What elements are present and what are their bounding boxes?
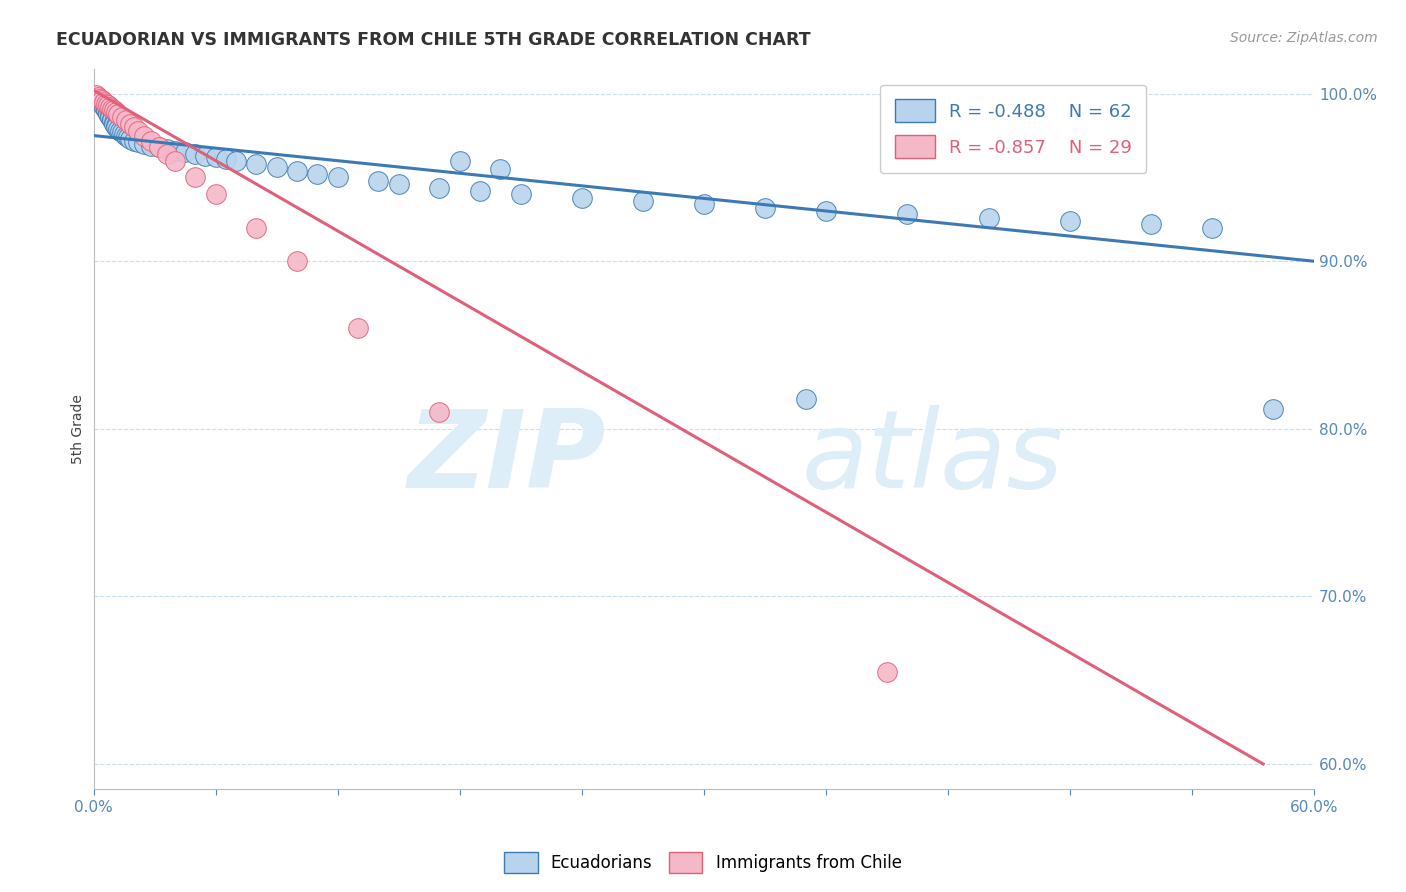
Point	[122, 134, 145, 148]
Point	[97, 107, 120, 121]
Point	[429, 405, 451, 419]
Point	[115, 128, 138, 143]
Point	[120, 117, 142, 131]
Text: Source: ZipAtlas.com: Source: ZipAtlas.com	[1230, 31, 1378, 45]
Point	[307, 167, 329, 181]
Point	[111, 125, 134, 139]
Point	[693, 197, 716, 211]
Point	[876, 665, 898, 679]
Point	[163, 144, 186, 158]
Point	[94, 96, 117, 111]
Point	[1263, 401, 1285, 416]
Point	[122, 120, 145, 135]
Point	[84, 88, 107, 103]
Point	[509, 187, 531, 202]
Point	[104, 119, 127, 133]
Point	[163, 153, 186, 168]
Point	[174, 145, 197, 160]
Point	[103, 103, 125, 118]
Point	[93, 98, 115, 112]
Point	[977, 211, 1000, 225]
Point	[103, 115, 125, 129]
Point	[139, 138, 162, 153]
Point	[225, 153, 247, 168]
Point	[156, 147, 179, 161]
Point	[107, 107, 129, 121]
Point	[101, 113, 124, 128]
Point	[103, 117, 125, 131]
Point	[86, 94, 108, 108]
Text: ZIP: ZIP	[408, 405, 606, 510]
Point	[814, 204, 837, 219]
Point	[89, 95, 111, 109]
Point	[104, 120, 127, 135]
Point	[94, 103, 117, 118]
Point	[388, 177, 411, 191]
Point	[90, 96, 112, 111]
Point	[449, 153, 471, 168]
Point	[97, 98, 120, 112]
Point	[148, 140, 170, 154]
Point	[429, 180, 451, 194]
Point	[115, 113, 138, 128]
Point	[1059, 214, 1081, 228]
Point	[347, 321, 370, 335]
Point	[468, 184, 491, 198]
Legend: R = -0.488    N = 62, R = -0.857    N = 29: R = -0.488 N = 62, R = -0.857 N = 29	[880, 85, 1146, 173]
Point	[98, 110, 121, 124]
Point	[215, 152, 238, 166]
Point	[112, 127, 135, 141]
Point	[245, 220, 267, 235]
Point	[285, 163, 308, 178]
Point	[204, 150, 226, 164]
Point	[156, 142, 179, 156]
Point	[285, 254, 308, 268]
Text: atlas: atlas	[801, 405, 1063, 510]
Point	[148, 140, 170, 154]
Point	[896, 207, 918, 221]
Point	[127, 123, 149, 137]
Point	[93, 100, 115, 114]
Point	[571, 190, 593, 204]
Point	[1201, 220, 1223, 235]
Point	[184, 147, 207, 161]
Point	[93, 95, 115, 109]
Point	[117, 130, 139, 145]
Point	[245, 157, 267, 171]
Point	[631, 194, 654, 208]
Point	[754, 201, 776, 215]
Point	[108, 123, 131, 137]
Point	[98, 100, 121, 114]
Y-axis label: 5th Grade: 5th Grade	[72, 394, 86, 464]
Point	[1140, 218, 1163, 232]
Point	[101, 112, 124, 126]
Text: ECUADORIAN VS IMMIGRANTS FROM CHILE 5TH GRADE CORRELATION CHART: ECUADORIAN VS IMMIGRANTS FROM CHILE 5TH …	[56, 31, 811, 49]
Point	[90, 94, 112, 108]
Point	[134, 136, 156, 151]
Point	[204, 187, 226, 202]
Point	[97, 105, 120, 120]
Point	[367, 174, 389, 188]
Point	[101, 102, 124, 116]
Point	[86, 90, 108, 104]
Point	[104, 105, 127, 120]
Point	[194, 149, 217, 163]
Point	[107, 121, 129, 136]
Point	[94, 102, 117, 116]
Point	[184, 170, 207, 185]
Point	[266, 161, 288, 175]
Legend: Ecuadorians, Immigrants from Chile: Ecuadorians, Immigrants from Chile	[498, 846, 908, 880]
Point	[794, 392, 817, 406]
Point	[84, 92, 107, 106]
Point	[89, 92, 111, 106]
Point	[139, 134, 162, 148]
Point	[127, 135, 149, 149]
Point	[120, 132, 142, 146]
Point	[326, 170, 349, 185]
Point	[98, 108, 121, 122]
Point	[489, 162, 512, 177]
Point	[111, 110, 134, 124]
Point	[134, 128, 156, 143]
